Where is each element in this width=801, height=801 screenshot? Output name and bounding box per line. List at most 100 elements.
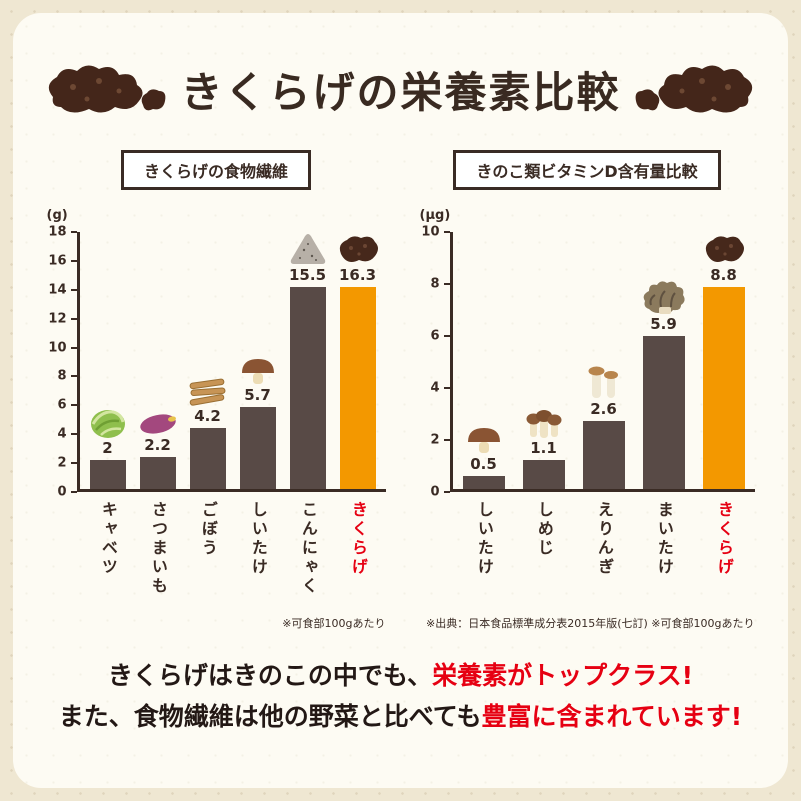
bar-column: 1.1 — [522, 232, 565, 489]
category-slot: えりんぎ — [583, 501, 625, 577]
bar-column: 8.8 — [701, 232, 747, 489]
unit-label: (μg) — [419, 208, 451, 223]
bar-category-label: ごぼう — [198, 501, 218, 558]
y-tick-mark — [70, 462, 77, 465]
y-tick-label: 8 — [57, 368, 67, 384]
bar-category-label: こんにゃく — [298, 501, 318, 596]
y-tick-mark — [70, 259, 77, 262]
bar-value: 4.2 — [194, 407, 221, 426]
category-slot: こんにゃく — [290, 501, 326, 596]
bar — [462, 476, 505, 489]
bar-value: 2.6 — [590, 400, 617, 419]
category-slot: まいたけ — [643, 501, 685, 577]
summary-line-2: また、食物繊維は他の野菜と比べても豊富に含まれています! — [13, 696, 788, 737]
bar-category-label: しめじ — [534, 501, 554, 558]
fiber-chart-footnote: ※可食部100gあたり — [282, 617, 386, 630]
bar-value: 5.7 — [244, 385, 271, 404]
bar-value: 0.5 — [470, 455, 497, 473]
y-tick-mark — [70, 346, 77, 349]
fiber-chart-title-box: きくらげの食物繊維 — [120, 150, 311, 190]
y-tick-label: 6 — [57, 397, 67, 413]
bar — [189, 428, 226, 489]
y-tick-label: 18 — [48, 224, 67, 240]
vitamin-d-chart-title: きのこ類ビタミンD含有量比較 — [476, 162, 698, 181]
summary-line-2-red: 豊富に含まれています! — [481, 702, 743, 732]
bar-category-label: えりんぎ — [594, 501, 614, 577]
sweet-potato-icon — [138, 410, 178, 436]
category-slot: キャベツ — [90, 501, 126, 577]
y-tick-label: 10 — [48, 340, 67, 356]
y-tick-mark — [70, 231, 77, 233]
bar-column: 2.2 — [138, 232, 178, 489]
y-tick-mark — [443, 439, 450, 441]
bar-category-label: きくらげ — [714, 501, 734, 577]
bar-column: 16.3 — [339, 232, 378, 489]
shiitake-icon — [465, 424, 503, 455]
vitamin-d-chart-footnote: ※出典：日本食品標準成分表2015年版(七訂) ※可食部100gあたり — [426, 617, 755, 630]
burdock-icon — [188, 377, 228, 407]
bar-category-label: しいたけ — [248, 501, 268, 577]
bar — [89, 460, 126, 489]
y-tick-mark — [70, 288, 77, 291]
bar-value: 1.1 — [530, 439, 557, 458]
category-slot: しいたけ — [463, 501, 505, 577]
bar-column: 2 — [89, 232, 127, 489]
bar-category-label: キャベツ — [98, 501, 118, 577]
vitamin-d-chart-title-box: きのこ類ビタミンD含有量比較 — [453, 150, 721, 190]
maitake-icon — [641, 279, 687, 315]
category-slot: しいたけ — [240, 501, 276, 577]
bar-column: 15.5 — [288, 232, 328, 489]
highlight-bar — [339, 287, 376, 489]
bar-column: 5.9 — [641, 232, 687, 489]
vitamin-d-chart-panel: きのこ類ビタミンD含有量比較 (μg) 0 2 4 6 8 10 0.5 1.1 2.6 5.9 8.… — [420, 150, 755, 631]
bar — [139, 457, 176, 489]
konnyaku-icon — [288, 232, 328, 266]
y-tick-label: 14 — [48, 282, 67, 298]
y-tick-mark — [443, 387, 450, 389]
category-slot: さつまいも — [140, 501, 176, 596]
kikurage-deco-left-icon — [43, 61, 168, 119]
y-tick-label: 4 — [430, 380, 440, 396]
cabbage-icon — [89, 407, 127, 439]
bar-category-label: しいたけ — [474, 501, 494, 577]
unit-label: (g) — [46, 208, 68, 223]
infographic-card: きくらげの栄養素比較 きくらげの食物繊維 (g) 0 2 4 6 8 10 12 14 16 18 2… — [13, 13, 788, 788]
bar-category-label: さつまいも — [148, 501, 168, 596]
shimeji-icon — [523, 407, 565, 439]
category-slot: しめじ — [523, 501, 565, 558]
y-tick-label: 0 — [430, 484, 440, 500]
highlight-bar — [702, 287, 745, 489]
y-tick-mark — [70, 491, 77, 493]
summary-line-1-black: きくらげはきのこの中でも、 — [107, 661, 433, 690]
y-tick-mark — [70, 375, 77, 378]
fiber-chart-title: きくらげの食物繊維 — [143, 162, 288, 181]
summary-text: きくらげはきのこの中でも、栄養素がトップクラス! また、食物繊維は他の野菜と比べ… — [13, 655, 788, 738]
y-tick-label: 10 — [421, 224, 440, 240]
bar — [582, 421, 625, 489]
summary-line-1: きくらげはきのこの中でも、栄養素がトップクラス! — [13, 655, 788, 696]
bar-value: 8.8 — [710, 266, 737, 284]
y-tick-label: 2 — [57, 455, 67, 471]
charts-row: きくらげの食物繊維 (g) 0 2 4 6 8 10 12 14 16 18 2 2.2 4.2 5.7 15… — [13, 150, 788, 631]
fiber-chart-plot: (g) 0 2 4 6 8 10 12 14 16 18 2 2.2 4.2 5.7 15.5 16.3 キャベツ… — [47, 206, 386, 613]
bar-value: 16.3 — [339, 266, 377, 284]
bar-column: 2.6 — [582, 232, 625, 489]
y-tick-mark — [443, 335, 450, 337]
fiber-chart-panel: きくらげの食物繊維 (g) 0 2 4 6 8 10 12 14 16 18 2 2.2 4.2 5.7 15… — [47, 150, 386, 631]
bar — [522, 460, 565, 489]
bar-value: 15.5 — [289, 266, 327, 284]
kikurage-deco-right-icon — [633, 61, 758, 119]
eringi-icon — [584, 364, 624, 400]
category-slot: ごぼう — [190, 501, 226, 558]
y-tick-mark — [70, 433, 77, 436]
y-tick-mark — [70, 404, 77, 407]
y-tick-mark — [443, 231, 450, 233]
kikurage-icon — [335, 232, 381, 266]
bar — [642, 335, 685, 489]
kikurage-icon — [701, 232, 747, 266]
summary-line-1-red: 栄養素がトップクラス! — [432, 661, 694, 690]
y-tick-label: 8 — [430, 276, 440, 292]
vitamin-d-chart-plot: (μg) 0 2 4 6 8 10 0.5 1.1 2.6 5.9 8.8 しいたけ しめじ えりんぎ まいた… — [420, 206, 755, 613]
y-tick-label: 6 — [430, 328, 440, 344]
bar-value: 5.9 — [650, 314, 677, 333]
